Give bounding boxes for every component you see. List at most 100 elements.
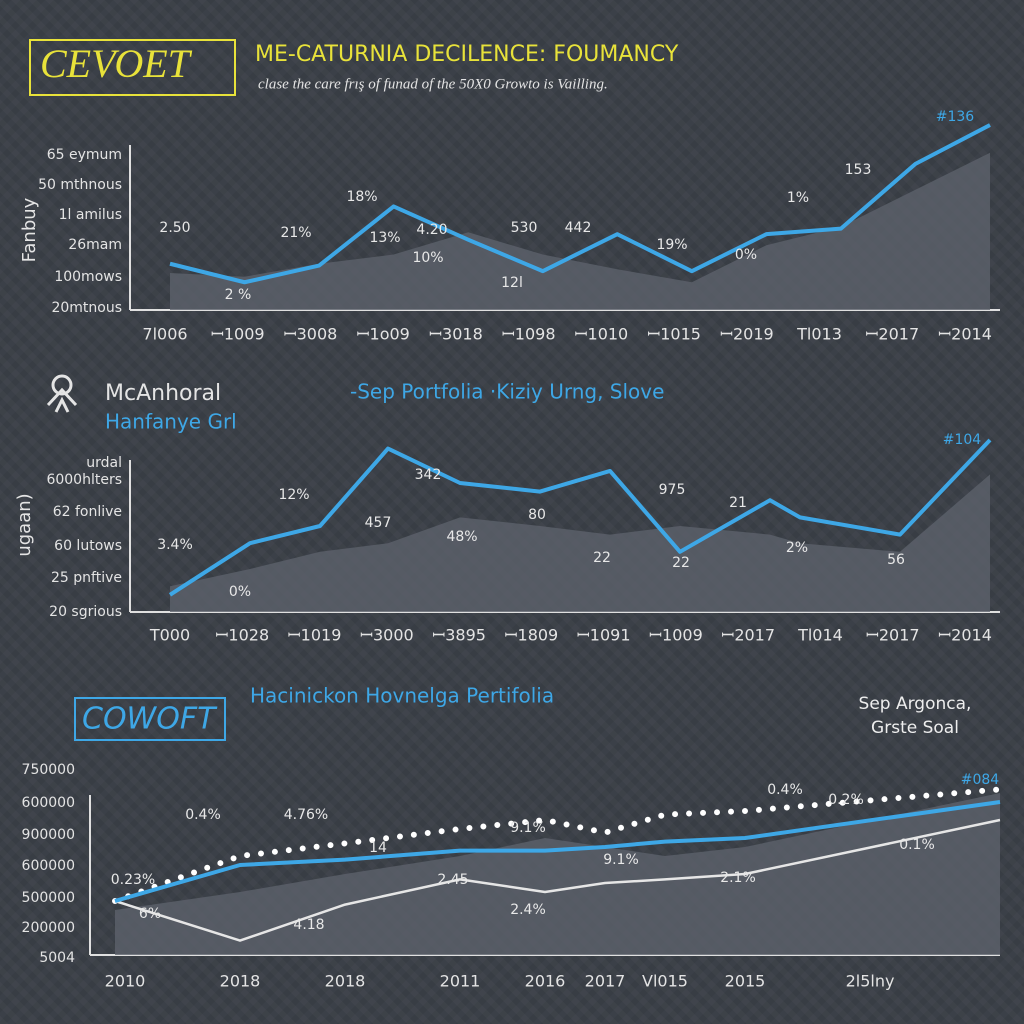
x-tick-label: 2018 (325, 972, 366, 991)
x-tick-label: ꟷ3008 (284, 325, 338, 344)
annotation: 80 (528, 507, 546, 523)
y-label: 1l amilus (59, 207, 122, 223)
y-label: urdal (86, 455, 122, 471)
section-title: McAnhoral (105, 381, 221, 406)
x-tick-label: ꟷ1o09 (357, 325, 410, 344)
badge: CEVOET (40, 41, 193, 86)
x-tick-label: ꟷ2017 (866, 626, 920, 645)
legend-note: Sep Argonca, Grste Soal (858, 694, 972, 738)
annotation: 1% (787, 190, 809, 206)
annotation: 19% (656, 237, 687, 253)
annotation: 2.4% (510, 902, 546, 918)
x-tick-label: ꟷ2014 (938, 325, 992, 344)
y-label: 500000 (22, 890, 75, 906)
badge-frame (29, 39, 236, 96)
annotation: 4.76% (284, 807, 328, 823)
annotation: 457 (365, 515, 392, 531)
x-tick-label: ꟷ3018 (429, 325, 483, 344)
main-line (169, 123, 991, 285)
annotation: 56 (887, 552, 905, 568)
x-tick-label: 2018 (220, 972, 261, 991)
y-label: 5004 (39, 950, 75, 966)
annotation: 342 (415, 467, 442, 483)
annotation: 14 (369, 840, 387, 856)
y-label: 200000 (22, 920, 75, 936)
y-label: 25 pnftive (51, 570, 122, 586)
x-tick-label: 2017 (585, 972, 626, 991)
x-tick-label: ꟷ2019 (720, 325, 774, 344)
annotation: 2 % (225, 287, 252, 303)
annotation: 0.23% (111, 872, 155, 888)
x-tick-label: ꟷ1009 (649, 626, 703, 645)
annotation: 0.2% (828, 792, 864, 808)
y-label: 50 mthnous (38, 177, 122, 193)
y-label: 900000 (22, 827, 75, 843)
x-tick-label: ꟷ1009 (211, 325, 265, 344)
annotation: 22 (672, 555, 690, 571)
annotation: 2.1% (720, 870, 756, 886)
y-label: 65 eymum (47, 147, 122, 163)
y-axis-title: ugaan) (14, 493, 35, 556)
annotation: 22 (593, 550, 611, 566)
annotation: 0% (735, 247, 757, 263)
annotation: 21% (280, 225, 311, 241)
badge: COWOFT (82, 702, 218, 737)
annotation: 18% (346, 189, 377, 205)
annotation: 12% (278, 487, 309, 503)
annotation: 9.1% (510, 820, 546, 836)
y-label: 600000 (22, 795, 75, 811)
x-tick-label: 2010 (105, 972, 146, 991)
y-axis-title: Fanbuy (19, 197, 40, 262)
annotation: 4.18 (293, 917, 324, 933)
annotation: 21 (729, 495, 747, 511)
x-tick-label: T000 (149, 626, 190, 645)
y-label: 750000 (22, 762, 75, 778)
area (170, 474, 990, 612)
x-tick-label: ꟷ1010 (574, 325, 628, 344)
x-tick-label: ꟷ1809 (504, 626, 558, 645)
area (115, 793, 1000, 955)
annotation: 975 (659, 482, 686, 498)
x-tick-label: ꟷ3895 (432, 626, 486, 645)
y-label: 62 fonlive (53, 504, 122, 520)
x-tick-label: ꟷ2014 (938, 626, 992, 645)
x-tick-label: ꟷ3000 (360, 626, 414, 645)
icon (46, 374, 78, 413)
y-label: 26mam (68, 237, 122, 253)
x-tick-label: 2015 (725, 972, 766, 991)
annotation: 4.20 (416, 222, 447, 238)
area (170, 152, 990, 310)
annotation: 0.4% (185, 807, 221, 823)
x-tick-label: ꟷ2017 (865, 325, 919, 344)
annotation: 2% (786, 540, 808, 556)
annotation: #104 (943, 432, 982, 448)
x-tick-label: ꟷ2017 (721, 626, 775, 645)
x-tick-label: 7l006 (142, 325, 187, 344)
annotation: 2.45 (437, 872, 468, 888)
annotation: 10% (412, 250, 443, 266)
chart-title: Hacinickon Hovnelga Pertifolia (250, 684, 554, 708)
badge-frame (74, 697, 226, 741)
annotation: #084 (961, 772, 1000, 788)
x-tick-label: 2011 (440, 972, 481, 991)
annotation: 0.4% (767, 782, 803, 798)
annotation: 3.4% (157, 537, 193, 553)
x-tick-label: Vl015 (642, 972, 688, 991)
chart-subtitle: clase the care frış of funad of the 50X0… (258, 76, 608, 92)
main-line (114, 800, 1001, 903)
secondary-line (114, 818, 1001, 942)
annotation: 530 (511, 220, 538, 236)
x-tick-label: ꟷ1098 (502, 325, 556, 344)
annotation: 0% (229, 584, 251, 600)
annotation: 12l (501, 275, 523, 291)
y-label: 60 lutows (54, 538, 122, 554)
annotation: #136 (936, 109, 975, 125)
y-label: 6000hlters (46, 472, 122, 488)
x-tick-label: ꟷ1091 (577, 626, 631, 645)
x-tick-label: ꟷ1028 (215, 626, 269, 645)
annotation: 2.50 (159, 220, 190, 236)
x-tick-label: ꟷ1015 (647, 325, 701, 344)
main-line (168, 438, 992, 597)
y-label: 100mows (54, 269, 122, 285)
